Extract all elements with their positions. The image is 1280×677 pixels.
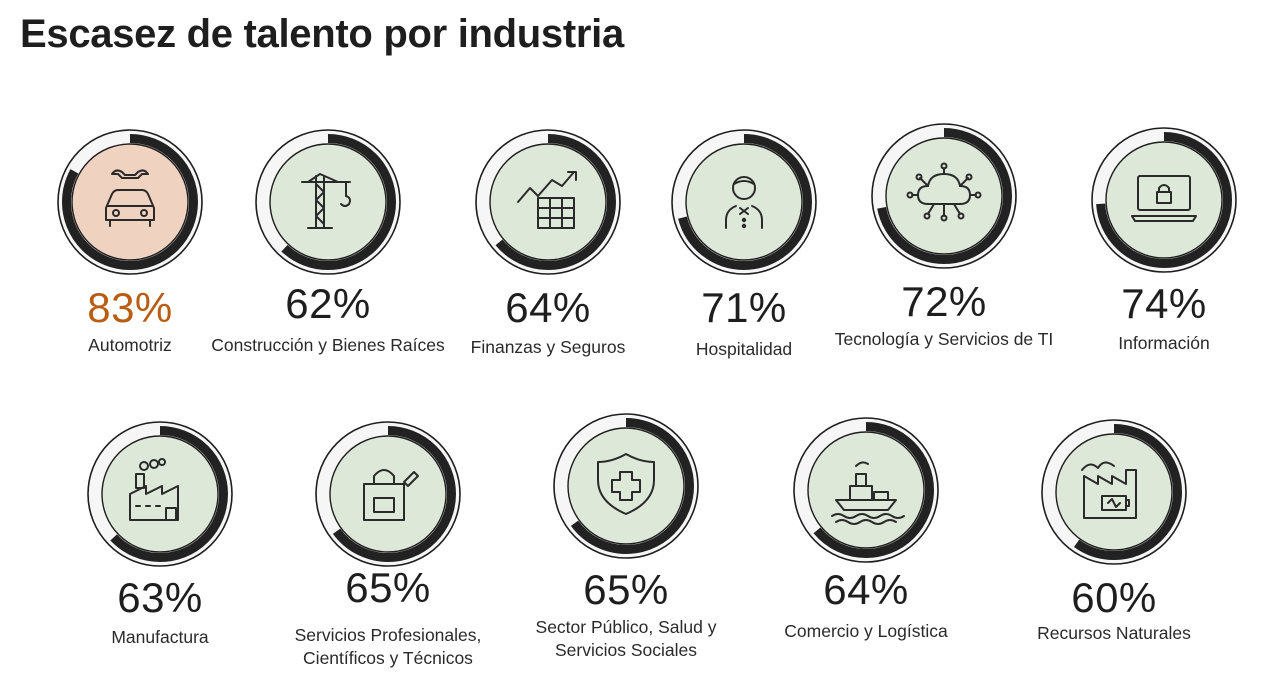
car-wrench-icon: [105, 169, 155, 227]
value-label: 63%: [117, 574, 203, 621]
ring-inner-fill: [101, 435, 219, 553]
industry-label: Sector Público, Salud y Servicios Social…: [535, 617, 717, 660]
industry-label: Finanzas y Seguros: [470, 337, 626, 357]
donut-ring: [254, 128, 402, 276]
donut-ring: [1040, 418, 1188, 566]
value-label: 60%: [1071, 574, 1157, 621]
value-label: 65%: [583, 566, 669, 613]
ring-inner-fill: [269, 143, 387, 261]
value-label: 72%: [901, 278, 987, 325]
value-arc: [480, 134, 616, 270]
donut-ring: [870, 122, 1018, 270]
ring-inner-fill: [885, 137, 1003, 255]
ring-inner-fill: [1055, 433, 1173, 551]
medical-shield-icon: [597, 453, 655, 515]
factory-icon: [129, 458, 179, 521]
donut-ring: [86, 420, 234, 568]
bag-pen-icon: [363, 469, 419, 521]
industry-label: Construcción y Bienes Raíces: [211, 335, 445, 355]
donut-ring: [56, 128, 204, 276]
donut-ring: [314, 420, 462, 568]
page-title: Escasez de talento por industria: [20, 12, 624, 56]
donut-ring: [670, 128, 818, 276]
industry-label: Manufactura: [111, 627, 209, 647]
value-arc: [260, 134, 396, 270]
industry-label: Hospitalidad: [695, 339, 793, 359]
growth-chart-icon: [517, 171, 577, 229]
value-label: 64%: [505, 284, 591, 331]
value-label: 64%: [823, 566, 909, 613]
donut-ring: [552, 412, 700, 560]
industry-label: Tecnología y Servicios de TI: [834, 329, 1054, 349]
value-arc: [320, 426, 456, 562]
laptop-lock-icon: [1131, 175, 1197, 222]
value-arc: [558, 418, 694, 554]
cargo-ship-icon: [831, 461, 905, 525]
value-label: 71%: [701, 284, 787, 331]
ring-inner-fill: [685, 143, 803, 261]
waiter-icon: [725, 176, 763, 229]
value-arc: [92, 426, 228, 562]
ring-inner-fill: [1105, 141, 1223, 259]
donut-ring: [1090, 126, 1238, 274]
ring-inner-fill: [807, 431, 925, 549]
ring-inner-fill: [329, 435, 447, 553]
value-arc: [876, 128, 1012, 264]
value-label: 83%: [87, 284, 173, 331]
industry-label: Recursos Naturales: [1037, 623, 1191, 643]
value-arc: [1096, 132, 1232, 268]
cloud-network-icon: [906, 162, 982, 222]
value-arc: [798, 422, 934, 558]
value-arc: [62, 134, 198, 270]
ring-inner-fill: [71, 143, 189, 261]
industry-label: Servicios Profesionales, Científicos y T…: [294, 625, 482, 668]
donut-ring: [792, 416, 940, 564]
crane-icon: [301, 173, 351, 229]
ring-inner-fill: [489, 143, 607, 261]
value-label: 74%: [1121, 280, 1207, 327]
industry-label: Comercio y Logística: [784, 621, 948, 641]
value-arc: [676, 134, 812, 270]
industry-label: Información: [1118, 333, 1210, 353]
value-label: 65%: [345, 564, 431, 611]
value-label: 62%: [285, 280, 371, 327]
ring-inner-fill: [567, 427, 685, 545]
value-arc: [1046, 424, 1182, 560]
donut-ring: [474, 128, 622, 276]
factory-battery-icon: [1081, 461, 1137, 519]
industry-label: Automotriz: [88, 335, 172, 355]
